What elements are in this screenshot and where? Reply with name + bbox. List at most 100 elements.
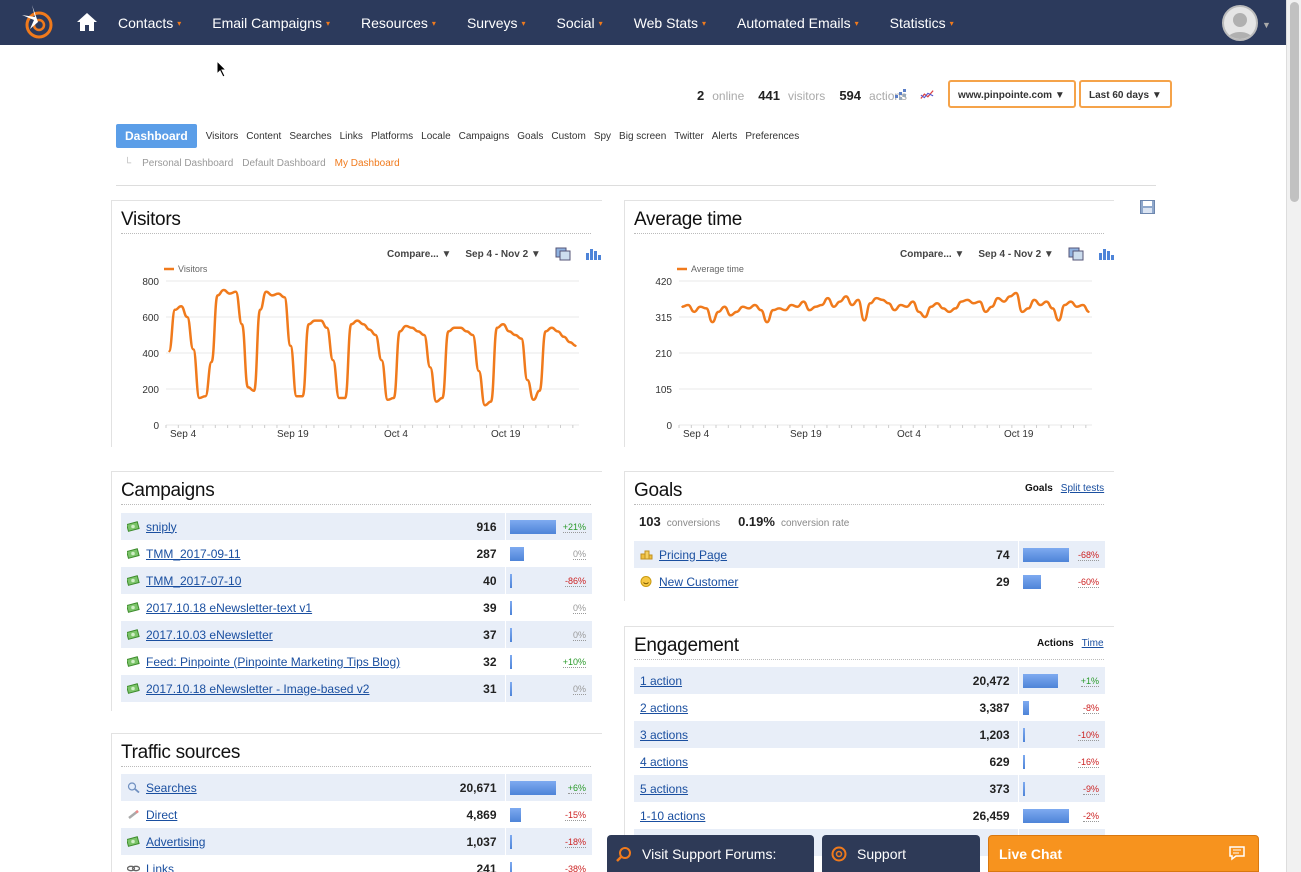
tab-time[interactable]: Time [1081,638,1104,649]
subnav-twitter[interactable]: Twitter [674,130,704,142]
visitors-chart: Visitors 800 600 400 200 0 Sep 4 Sep 19 Oct 4 Oct… [142,264,579,440]
date-range-dropdown[interactable]: Sep 4 - Nov 2 ▼ [978,248,1054,260]
subnav-custom[interactable]: Custom [551,130,586,142]
nav-item-web-stats[interactable]: Web Stats ▾ [634,15,706,31]
data-point [192,348,195,351]
page-scrollbar[interactable] [1286,0,1301,872]
nav-item-resources[interactable]: Resources ▾ [361,15,436,31]
nav-item-contacts[interactable]: Contacts ▾ [118,15,181,31]
row-bar-cell [1018,694,1070,721]
bar-chart-icon[interactable] [585,247,601,261]
date-range-select[interactable]: Last 60 days ▼ [1079,80,1172,108]
caret-down-icon: ▾ [702,19,707,29]
subnav-alerts[interactable]: Alerts [711,130,738,142]
data-point [538,390,541,392]
subnav-content[interactable]: Content [246,130,282,142]
dashboard-option-default-dashboard[interactable]: Default Dashboard [242,158,326,169]
row-link[interactable]: Direct [146,807,178,822]
subnav-preferences[interactable]: Preferences [745,130,800,142]
row-link[interactable]: Pricing Page [659,547,728,562]
row-link[interactable]: 2 actions [640,700,689,715]
mouse-cursor-icon [216,60,228,78]
data-point [912,300,914,303]
tab-goals[interactable]: Goals [1025,483,1053,494]
home-icon[interactable] [76,11,98,33]
compare-dropdown[interactable]: Compare... ▼ [900,248,965,260]
user-avatar[interactable] [1222,5,1258,41]
row-link[interactable]: TMM_2017-07-10 [146,573,242,588]
subnav-locale[interactable]: Locale [421,130,451,142]
row-link[interactable]: Links [146,861,175,872]
data-point [772,309,774,311]
scrollbar-thumb[interactable] [1290,2,1299,202]
tab-actions[interactable]: Actions [1037,638,1074,649]
row-link[interactable]: 2017.10.03 eNewsletter [146,627,273,642]
row-link[interactable]: Feed: Pinpointe (Pinpointe Marketing Tip… [146,654,401,669]
subnav-goals[interactable]: Goals [517,130,544,142]
row-link[interactable]: 4 actions [640,754,689,769]
support-forums-bar[interactable]: Visit Support Forums: [607,835,814,872]
row-name-cell: 1 action [634,667,956,694]
title-underline [634,233,1104,234]
live-chat-bar[interactable]: Live Chat [988,835,1259,872]
row-link[interactable]: Searches [146,780,197,795]
change-percent: +10% [562,656,586,668]
subnav-big-screen[interactable]: Big screen [619,130,667,142]
save-icon[interactable] [1140,200,1155,214]
subnav-platforms[interactable]: Platforms [370,130,414,142]
data-point [1057,319,1060,322]
change-percent: +21% [562,521,586,533]
row-change-cell: -2% [1070,802,1105,829]
data-point [802,300,805,303]
subnav-links[interactable]: Links [339,130,363,142]
title-underline [634,659,1104,660]
trophy-icon [640,550,653,559]
export-icon[interactable] [1068,247,1084,261]
trend-chart-icon[interactable] [920,88,934,102]
dashboard-option-personal-dashboard[interactable]: Personal Dashboard [142,158,234,169]
row-value: 74 [986,541,1019,568]
support-bar[interactable]: Support [822,835,980,872]
row-link[interactable]: sniply [146,519,177,534]
subnav-searches[interactable]: Searches [289,130,332,142]
row-bar-cell [505,567,557,594]
bar-chart-icon[interactable] [1098,247,1114,261]
nav-item-statistics[interactable]: Statistics ▾ [890,15,954,31]
row-change-cell: -16% [1070,748,1105,775]
pinpointe-logo-icon[interactable] [18,3,56,41]
dashboard-option-my-dashboard[interactable]: My Dashboard [334,158,400,169]
row-link[interactable]: 1-10 actions [640,808,706,823]
row-link[interactable]: TMM_2017-09-11 [146,546,241,561]
row-link[interactable]: 1 action [640,673,683,688]
money-icon [127,655,140,667]
dashboard-tab[interactable]: Dashboard [116,124,197,148]
export-icon[interactable] [555,247,571,261]
data-point [790,304,793,306]
data-point [741,305,744,308]
grid-view-icon[interactable] [894,88,908,102]
date-range-dropdown[interactable]: Sep 4 - Nov 2 ▼ [465,248,541,260]
data-point [356,319,359,322]
row-link[interactable]: 5 actions [640,781,689,796]
subnav-visitors[interactable]: Visitors [205,130,239,142]
row-link[interactable]: Advertising [146,834,206,849]
row-link[interactable]: New Customer [659,574,739,589]
nav-item-automated-emails[interactable]: Automated Emails ▾ [737,15,859,31]
subnav-campaigns[interactable]: Campaigns [458,130,510,142]
user-menu-caret-icon[interactable]: ▼ [1262,20,1271,30]
subnav-spy[interactable]: Spy [593,130,612,142]
nav-item-social[interactable]: Social ▾ [557,15,603,31]
row-link[interactable]: 3 actions [640,727,689,742]
table-row: Searches 20,671 +6% [121,774,592,801]
tab-split-tests[interactable]: Split tests [1060,483,1105,494]
data-point [569,341,571,343]
lifebuoy-icon [831,846,847,861]
nav-item-surveys[interactable]: Surveys ▾ [467,15,526,31]
row-link[interactable]: 2017.10.18 eNewsletter-text v1 [146,600,313,615]
row-bar-cell [1018,721,1070,748]
row-value: 629 [956,748,1019,775]
compare-dropdown[interactable]: Compare... ▼ [387,248,452,260]
nav-item-email-campaigns[interactable]: Email Campaigns ▾ [212,15,330,31]
site-select[interactable]: www.pinpointe.com ▼ [948,80,1076,108]
row-link[interactable]: 2017.10.18 eNewsletter - Image-based v2 [146,681,370,696]
